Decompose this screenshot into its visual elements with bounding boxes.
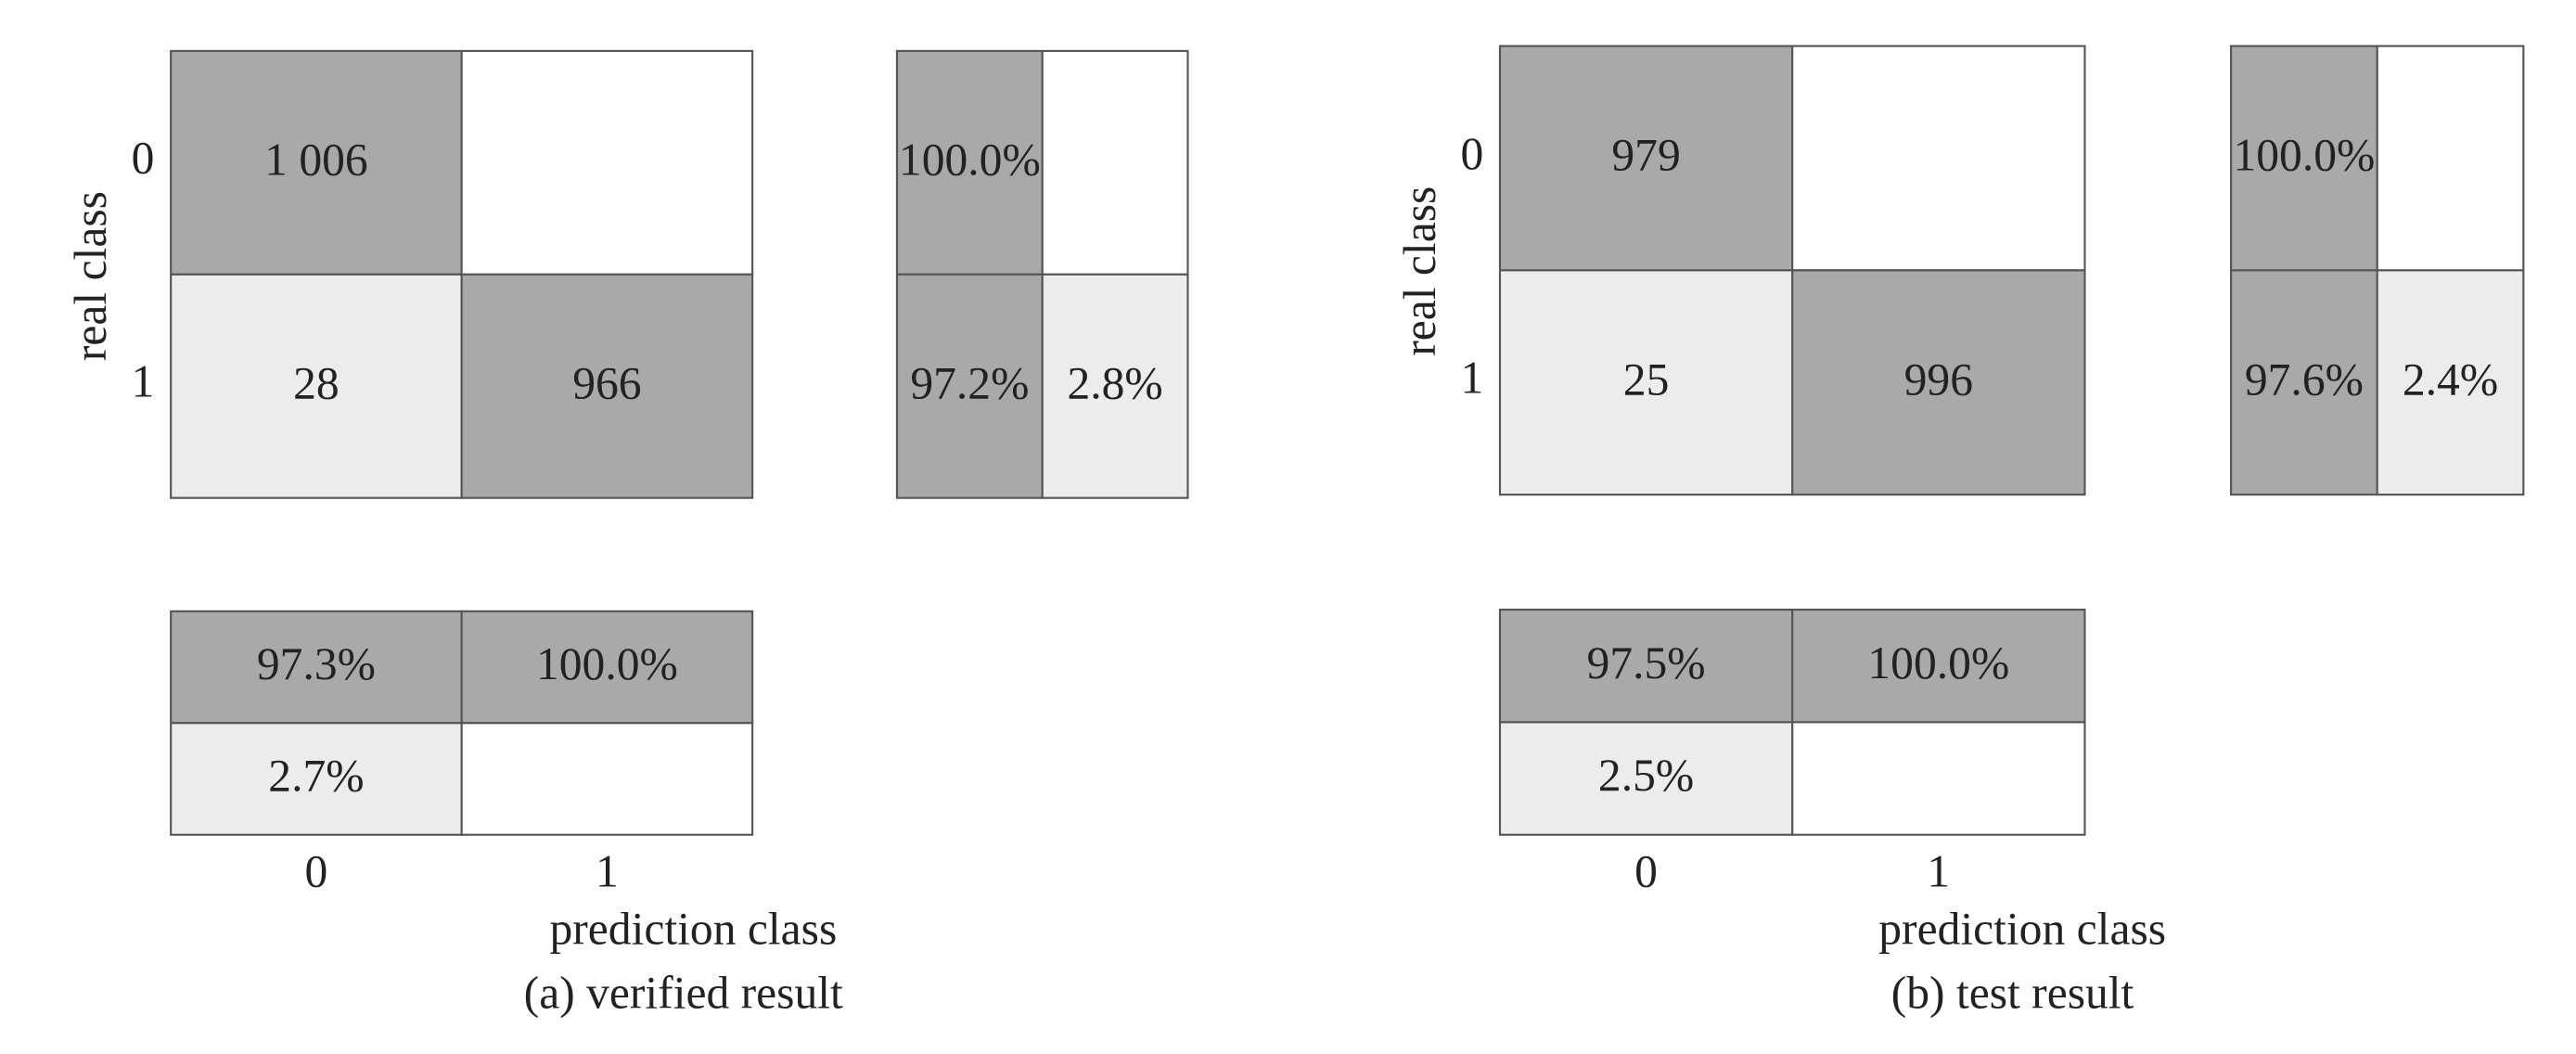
- row-label: 1: [1460, 353, 1483, 404]
- cell: [2230, 45, 2378, 272]
- cell-label: 97.3%: [257, 638, 376, 689]
- cell: [1041, 273, 1189, 499]
- cell: [170, 49, 463, 276]
- cell-label: 97.5%: [1587, 637, 1706, 688]
- caption: (a) verified result: [524, 967, 843, 1018]
- cell: [1498, 45, 1794, 272]
- cell: [460, 722, 754, 836]
- cell: [460, 610, 754, 725]
- row-label: 0: [1460, 128, 1483, 179]
- cell-label: 979: [1611, 130, 1680, 181]
- col-label: 1: [596, 845, 619, 896]
- cell: [1498, 721, 1794, 836]
- cell: [170, 722, 463, 836]
- col-label: 0: [305, 845, 328, 896]
- cell: [1791, 269, 2086, 496]
- x-axis-label: prediction class: [549, 903, 837, 954]
- cell-label: 97.2%: [910, 357, 1029, 408]
- cell-label: 996: [1904, 353, 1973, 405]
- cell-label: 2.5%: [1598, 750, 1694, 801]
- cell: [1041, 49, 1189, 276]
- cell: [895, 273, 1044, 499]
- cell-label: 1 006: [264, 135, 368, 186]
- cell-label: 2.7%: [268, 751, 364, 802]
- cell: [460, 49, 754, 276]
- row-label: 1: [132, 356, 155, 407]
- caption: (b) test result: [1891, 967, 2134, 1018]
- cell-label: 2.4%: [2403, 353, 2498, 405]
- cell: [895, 49, 1044, 276]
- cell-label: 2.8%: [1067, 357, 1162, 408]
- cell: [460, 273, 754, 499]
- col-label: 0: [1634, 845, 1658, 896]
- cell-label: 100.0%: [2233, 130, 2375, 181]
- x-axis-label: prediction class: [1878, 903, 2166, 954]
- cell: [2376, 45, 2525, 272]
- cell-label: 966: [572, 357, 641, 408]
- col-label: 1: [1927, 845, 1950, 896]
- cell: [1791, 45, 2086, 272]
- cell-label: 28: [293, 357, 340, 408]
- cell: [2230, 269, 2378, 496]
- cell: [1498, 609, 1794, 724]
- cell: [1791, 721, 2086, 836]
- cell-label: 100.0%: [536, 638, 678, 689]
- cell: [170, 273, 463, 499]
- cell-label: 25: [1623, 353, 1670, 405]
- y-axis-label: real class: [65, 191, 116, 361]
- cell-label: 100.0%: [1867, 637, 2009, 688]
- cell-label: 100.0%: [899, 135, 1041, 186]
- cell-label: 97.6%: [2245, 353, 2364, 405]
- row-label: 0: [132, 133, 155, 184]
- y-axis-label: real class: [1394, 186, 1445, 356]
- cell: [2376, 269, 2525, 496]
- cell: [1791, 609, 2086, 724]
